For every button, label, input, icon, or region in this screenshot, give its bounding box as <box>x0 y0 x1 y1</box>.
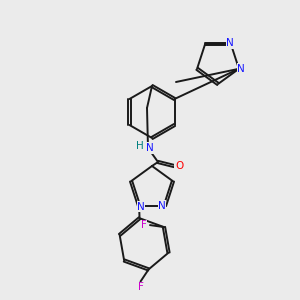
Text: N: N <box>146 143 154 153</box>
Text: N: N <box>226 38 234 48</box>
Text: H: H <box>136 141 144 151</box>
Text: F: F <box>138 282 143 292</box>
Text: N: N <box>237 64 245 74</box>
Text: O: O <box>175 161 183 171</box>
Text: F: F <box>141 220 147 230</box>
Text: N: N <box>137 202 145 212</box>
Text: N: N <box>158 201 166 211</box>
